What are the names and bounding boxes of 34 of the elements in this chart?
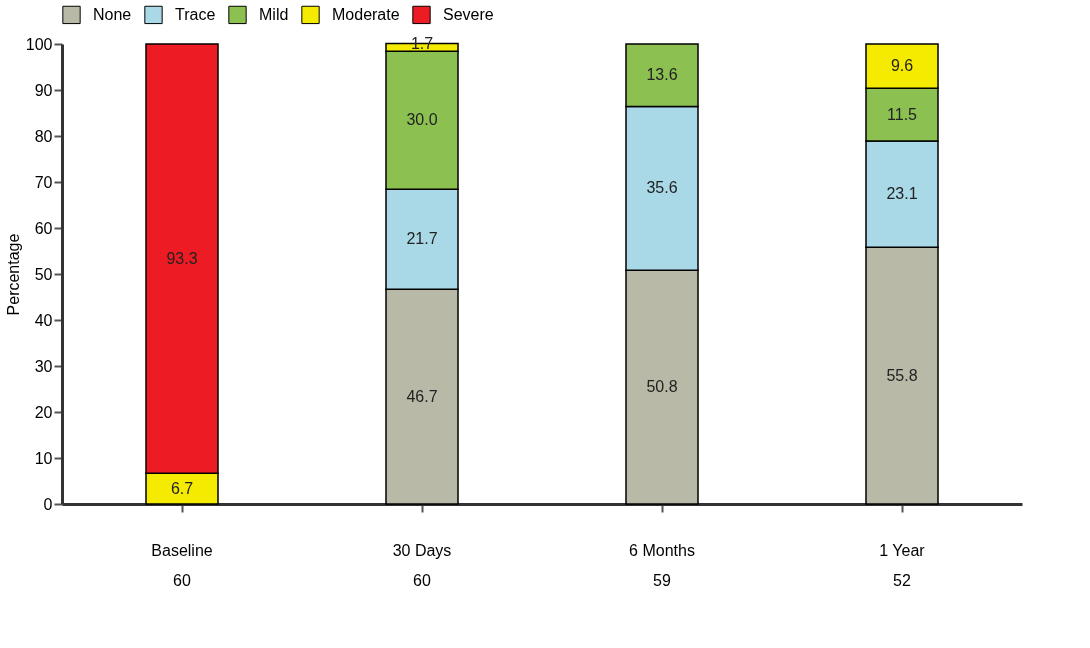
y-tick-label: 60 (34, 219, 53, 237)
y-tick-label: 30 (34, 357, 53, 375)
legend-label: Moderate (332, 5, 400, 23)
legend-label: Severe (443, 5, 494, 23)
x-tick-label: 1 Year 52 (879, 541, 926, 589)
data-label: 93.3 (166, 249, 198, 267)
y-tick-label: 90 (34, 81, 53, 99)
y-tick-label: 100 (25, 35, 53, 53)
y-tick-label: 10 (34, 449, 53, 467)
legend-label: None (93, 5, 132, 23)
y-tick-label: 20 (34, 403, 53, 421)
data-label: 23.1 (886, 185, 918, 203)
data-label: 35.6 (646, 179, 678, 197)
data-label: 1.7 (410, 34, 434, 52)
x-tick-label: Baseline 60 (151, 541, 213, 589)
y-tick-label: 40 (34, 311, 53, 329)
x-tick-label: 30 Days 60 (392, 541, 452, 589)
y-tick-label: 70 (34, 173, 53, 191)
data-label: 11.5 (887, 105, 918, 123)
data-label: 13.6 (646, 66, 678, 84)
legend-label: Trace (175, 5, 216, 23)
data-label: 21.7 (406, 230, 438, 248)
data-label: 55.8 (886, 366, 918, 384)
data-label: 6.7 (170, 479, 194, 497)
data-label: 50.8 (646, 378, 678, 396)
data-label: 30.0 (406, 111, 438, 129)
data-label: 46.7 (406, 387, 438, 405)
y-tick-label: 50 (34, 265, 53, 283)
x-tick-label: 6 Months 59 (629, 541, 695, 589)
y-axis-title: Percentage (4, 233, 22, 316)
y-tick-label: 80 (34, 127, 53, 145)
legend-label: Mild (259, 5, 289, 23)
y-tick-label: 0 (43, 495, 53, 513)
data-label: 9.6 (890, 57, 914, 75)
